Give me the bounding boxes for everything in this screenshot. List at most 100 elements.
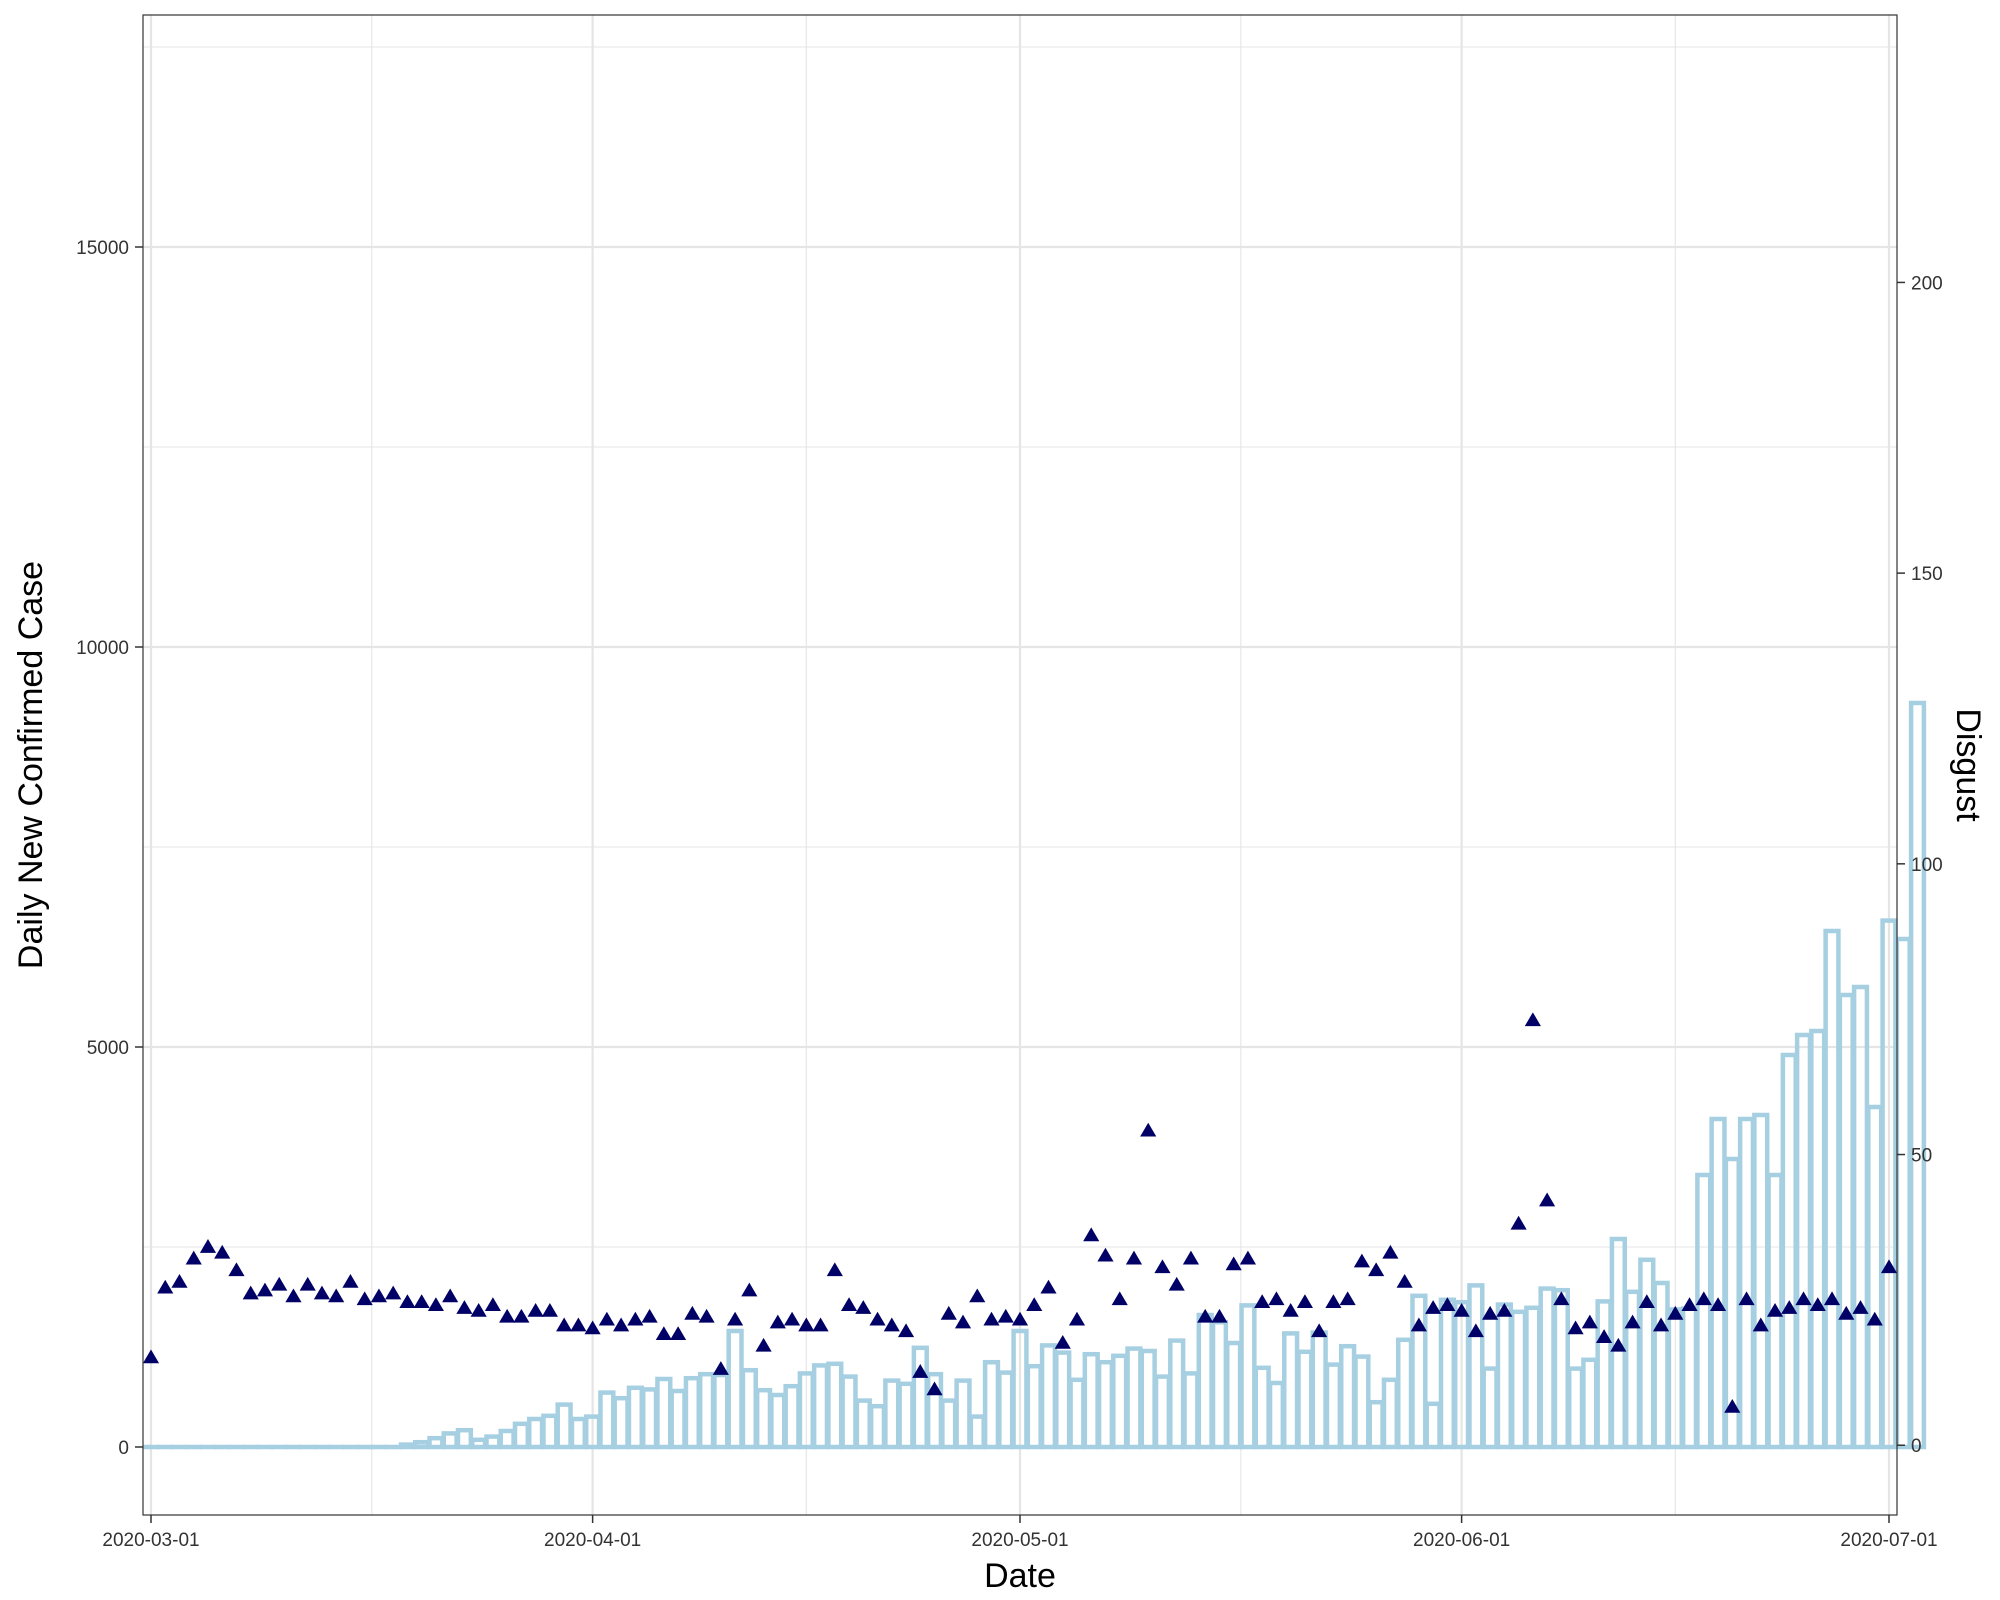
triangle-point <box>342 1273 359 1288</box>
triangle-point <box>1140 1122 1157 1137</box>
triangle-point <box>1054 1334 1071 1349</box>
triangle-point <box>256 1282 274 1297</box>
y2-tick-label: 0 <box>1911 1436 1922 1457</box>
triangle-point <box>1083 1227 1100 1242</box>
triangle-point <box>541 1303 558 1317</box>
triangle-point <box>727 1311 744 1326</box>
triangle-point <box>897 1323 915 1338</box>
triangle-point <box>328 1288 345 1303</box>
triangle-point <box>1154 1259 1171 1274</box>
triangle-point <box>1467 1323 1484 1338</box>
triangle-point <box>1125 1250 1143 1265</box>
triangle-point <box>940 1305 957 1320</box>
triangle-point <box>641 1308 658 1323</box>
triangle-point <box>1496 1303 1513 1317</box>
triangle-point <box>1667 1305 1684 1320</box>
triangle-point <box>185 1250 202 1265</box>
triangle-point <box>698 1308 715 1323</box>
triangle-point <box>1453 1303 1470 1317</box>
triangle-point <box>997 1308 1014 1323</box>
triangle-point <box>1567 1320 1584 1335</box>
triangle-point <box>1823 1291 1841 1306</box>
y-tick-label: 10000 <box>76 638 129 659</box>
triangle-point <box>142 1349 160 1364</box>
triangle-point <box>1652 1317 1670 1332</box>
triangle-point <box>826 1262 843 1277</box>
triangle-point <box>1368 1262 1385 1277</box>
triangle-point <box>912 1364 929 1378</box>
triangle-point <box>1724 1398 1741 1413</box>
bar <box>1410 1293 1428 1450</box>
triangle-point <box>1738 1291 1755 1306</box>
x-tick-label: 2020-04-01 <box>544 1530 641 1551</box>
triangle-point <box>1239 1250 1257 1265</box>
triangle-point <box>926 1381 943 1396</box>
triangle-point <box>584 1320 601 1335</box>
triangle-point <box>1581 1314 1598 1329</box>
triangle-point <box>1866 1311 1883 1326</box>
triangle-point <box>613 1317 630 1332</box>
triangle-point <box>1510 1215 1527 1230</box>
triangle-point <box>242 1285 259 1300</box>
triangle-point <box>1182 1250 1200 1265</box>
y-axis-title: Daily New Confirmed Case <box>12 561 50 969</box>
triangle-point <box>1011 1311 1029 1326</box>
triangle-point <box>1553 1291 1570 1306</box>
triangle-point <box>1339 1291 1356 1306</box>
triangle-point <box>1681 1297 1698 1311</box>
triangle-point <box>1624 1314 1641 1329</box>
x-axis-title: Date <box>984 1557 1056 1595</box>
triangle-point <box>499 1308 516 1323</box>
triangle-point <box>1111 1291 1128 1306</box>
triangle-point <box>1353 1253 1370 1268</box>
y2-tick-label: 50 <box>1911 1146 1932 1167</box>
triangle-point <box>712 1361 729 1375</box>
triangle-point <box>1596 1329 1613 1343</box>
triangle-point <box>456 1300 473 1314</box>
triangle-point <box>655 1326 672 1341</box>
triangle-point <box>1766 1303 1784 1317</box>
triangle-point <box>1795 1291 1812 1306</box>
triangle-point <box>285 1288 302 1303</box>
y-tick-label: 5000 <box>87 1038 129 1059</box>
triangle-point <box>1752 1317 1769 1332</box>
triangle-point <box>755 1337 772 1352</box>
triangle-point <box>157 1279 174 1294</box>
triangle-point <box>840 1297 858 1311</box>
bar <box>954 1378 972 1450</box>
x-tick-label: 2020-03-01 <box>102 1530 199 1551</box>
triangle-point <box>954 1314 972 1329</box>
triangle-point <box>1296 1294 1313 1309</box>
y-tick-label: 15000 <box>76 238 129 259</box>
triangle-point <box>1838 1305 1855 1320</box>
triangle-point <box>427 1297 444 1311</box>
triangle-point <box>1396 1273 1413 1288</box>
triangle-point <box>299 1276 316 1291</box>
triangle-point <box>1382 1244 1399 1259</box>
bar <box>398 1442 417 1450</box>
triangle-point <box>1539 1192 1556 1207</box>
triangle-point <box>1225 1256 1242 1271</box>
triangle-point <box>214 1244 231 1259</box>
x-tick-label: 2020-05-01 <box>971 1530 1068 1551</box>
triangle-point <box>769 1314 786 1329</box>
y2-tick-label: 200 <box>1911 273 1943 294</box>
triangle-point <box>1695 1291 1712 1306</box>
triangle-point <box>983 1311 1000 1326</box>
triangle-point <box>1168 1276 1185 1291</box>
axes: 0 5000 10000 15000 0 50 100 150 200 2020-03-01 202… <box>76 238 1943 1551</box>
triangle-point <box>883 1317 900 1332</box>
triangle-point <box>1311 1323 1328 1338</box>
triangle-point <box>442 1288 459 1303</box>
triangle-point <box>1211 1308 1228 1323</box>
triangle-point <box>1439 1297 1456 1311</box>
bar <box>1908 700 1927 1450</box>
triangle-point <box>1880 1259 1898 1274</box>
triangle-point <box>570 1317 587 1332</box>
x-tick-label: 2020-07-01 <box>1840 1530 1937 1551</box>
triangle-point <box>684 1305 701 1320</box>
triangle-point <box>1425 1300 1442 1314</box>
triangle-point <box>812 1317 829 1332</box>
triangle-point <box>556 1317 573 1332</box>
